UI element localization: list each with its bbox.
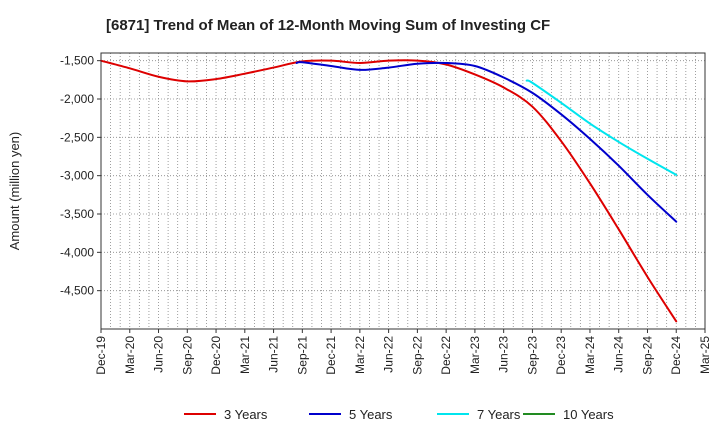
x-tick-label: Mar-24: [583, 336, 597, 374]
y-tick-label: -2,000: [60, 92, 94, 106]
legend-item-7-years: 7 Years: [437, 407, 521, 422]
legend-label: 3 Years: [224, 407, 268, 422]
legend-item-5-years: 5 Years: [309, 407, 393, 422]
x-tick-label: Sep-20: [180, 336, 194, 375]
x-tick-label: Jun-21: [267, 336, 281, 373]
x-tick-label: Mar-21: [238, 336, 252, 374]
x-tick-label: Sep-24: [640, 336, 654, 375]
x-tick-label: Sep-23: [525, 336, 539, 375]
chart-title: [6871] Trend of Mean of 12-Month Moving …: [106, 17, 550, 34]
y-axis-ticks: -1,500 -2,000 -2,500 -3,000 -3,500 -4,000 -4,5…: [60, 54, 101, 298]
x-tick-label: Mar-23: [468, 336, 482, 374]
x-tick-label: Dec-21: [324, 336, 338, 375]
y-tick-label: -3,500: [60, 207, 94, 221]
x-tick-label: Jun-20: [152, 336, 166, 373]
x-tick-label: Sep-22: [410, 336, 424, 375]
legend: 3 Years 5 Years 7 Years 10 Years: [184, 407, 614, 422]
grid-lines: [101, 53, 705, 329]
x-tick-label: Dec-20: [209, 336, 223, 375]
x-tick-label: Dec-24: [669, 336, 683, 375]
x-tick-label: Dec-22: [439, 336, 453, 375]
plot-frame: [100, 52, 706, 330]
legend-item-10-years: 10 Years: [523, 407, 614, 422]
x-tick-label: Mar-20: [123, 336, 137, 374]
legend-label: 7 Years: [477, 407, 521, 422]
series-line-5-years: [295, 61, 678, 223]
x-tick-label: Sep-21: [295, 336, 309, 375]
legend-item-3-years: 3 Years: [184, 407, 268, 422]
y-tick-label: -1,500: [60, 54, 94, 68]
x-tick-label: Mar-22: [353, 336, 367, 374]
x-tick-label: Dec-19: [94, 336, 108, 375]
y-tick-label: -4,500: [60, 284, 94, 298]
x-tick-label: Jun-23: [497, 336, 511, 373]
x-tick-label: Jun-22: [382, 336, 396, 373]
legend-label: 10 Years: [563, 407, 614, 422]
x-tick-label: Dec-23: [554, 336, 568, 375]
series-line-3-years: [100, 59, 678, 323]
x-tick-label: Mar-25: [698, 336, 712, 374]
y-tick-label: -4,000: [60, 245, 94, 259]
x-tick-label: Jun-24: [612, 336, 626, 373]
y-tick-label: -2,500: [60, 130, 94, 144]
legend-label: 5 Years: [349, 407, 393, 422]
y-axis-label: Amount (million yen): [7, 132, 22, 251]
x-axis-ticks: Dec-19 Mar-20 Jun-20 Sep-20 Dec-20 Mar-21 Jun-…: [94, 329, 712, 375]
series-line-7-years: [525, 79, 678, 176]
y-tick-label: -3,000: [60, 169, 94, 183]
series-lines: [100, 59, 678, 323]
